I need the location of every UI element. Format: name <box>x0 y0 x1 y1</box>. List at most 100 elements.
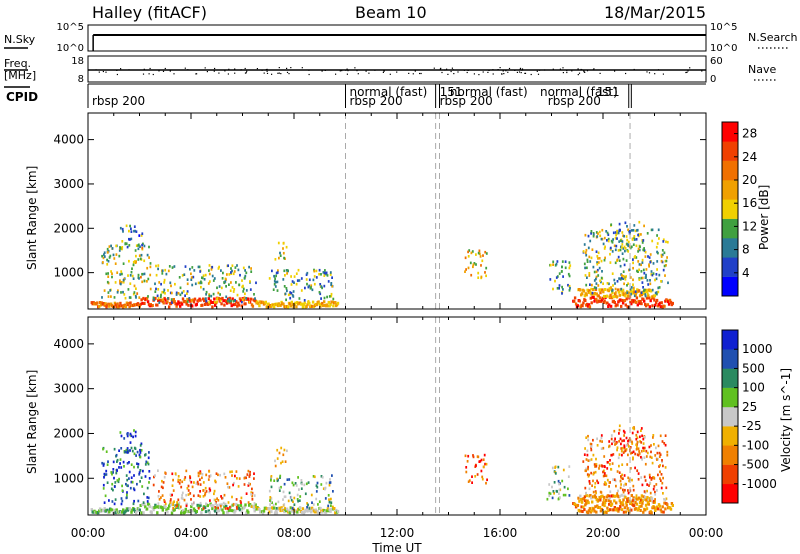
data-cell <box>609 508 612 512</box>
data-cell <box>620 442 622 446</box>
data-cell <box>585 436 588 439</box>
data-cell <box>642 286 644 289</box>
freq-tick-right-bottom: 0 <box>710 74 716 85</box>
data-cell <box>250 491 253 494</box>
data-cell <box>170 284 172 288</box>
data-cell <box>477 276 480 279</box>
data-cell <box>591 283 593 287</box>
cpid-entry: rbsp 200 <box>548 94 601 108</box>
nave-point <box>566 71 568 74</box>
data-cell <box>139 448 141 452</box>
data-cell <box>646 483 649 486</box>
data-cell <box>609 459 611 462</box>
data-cell <box>127 288 130 291</box>
data-cell <box>119 279 121 282</box>
data-cell <box>113 447 116 451</box>
data-cell <box>291 280 294 283</box>
data-cell <box>625 235 628 238</box>
data-cell <box>190 505 193 509</box>
data-cell <box>639 245 641 248</box>
data-cell <box>588 507 592 511</box>
nave-point <box>412 73 414 75</box>
nave-point <box>335 73 337 75</box>
data-cell <box>245 476 247 480</box>
nave-point <box>365 70 367 72</box>
data-cell <box>641 458 643 461</box>
data-cell <box>642 446 644 450</box>
data-cell <box>107 272 109 275</box>
data-cell <box>660 259 663 263</box>
x-axis-label: Time UT <box>371 541 422 554</box>
data-cell <box>183 510 186 514</box>
data-cell <box>603 465 606 468</box>
data-cell <box>160 496 162 499</box>
data-cell <box>191 266 194 269</box>
data-cell <box>255 507 258 511</box>
data-cell <box>224 507 227 510</box>
data-cell <box>175 293 178 296</box>
data-cell <box>597 481 600 485</box>
data-cell <box>207 297 210 301</box>
data-cell <box>265 305 268 309</box>
data-cell <box>151 304 154 307</box>
data-cell <box>331 284 333 288</box>
data-cell <box>114 511 117 515</box>
data-cell <box>153 475 155 479</box>
data-cell <box>584 495 586 499</box>
data-cell <box>284 274 286 277</box>
cpid-entry: normal (fast) <box>350 85 428 99</box>
nave-point <box>266 68 268 70</box>
data-cell <box>257 302 260 306</box>
data-cell <box>584 233 587 237</box>
data-cell <box>161 479 163 483</box>
data-cell <box>227 501 230 504</box>
data-cell <box>327 300 330 304</box>
data-cell <box>283 510 286 514</box>
data-cell <box>325 271 328 275</box>
data-cell <box>217 296 221 300</box>
data-cell <box>172 506 175 510</box>
data-cell <box>622 247 625 250</box>
data-cell <box>193 481 195 484</box>
data-cell <box>618 293 621 297</box>
data-cell <box>118 466 120 469</box>
data-cell <box>606 467 609 470</box>
data-cell <box>663 304 666 308</box>
data-cell <box>325 272 327 276</box>
data-cell <box>194 282 197 286</box>
data-cell <box>557 465 560 469</box>
data-cell <box>600 276 603 280</box>
data-cell <box>227 485 229 489</box>
data-cell <box>622 488 624 492</box>
nave-point <box>654 73 656 75</box>
data-cell <box>328 508 331 512</box>
data-cell <box>600 507 604 511</box>
velocity-data <box>90 424 674 515</box>
data-cell <box>621 501 624 505</box>
data-cell <box>244 292 246 296</box>
data-cell <box>665 259 668 263</box>
data-cell <box>573 503 577 506</box>
data-cell <box>624 449 627 452</box>
nave-point <box>290 67 292 69</box>
data-cell <box>620 304 623 308</box>
data-cell <box>605 482 608 486</box>
data-cell <box>653 294 656 298</box>
velocity-colorbar-tick-label: -500 <box>742 458 769 472</box>
data-cell <box>179 304 182 308</box>
freq-frame <box>87 55 707 83</box>
data-cell <box>116 479 119 482</box>
data-cell <box>317 511 320 515</box>
data-cell <box>628 510 631 514</box>
data-cell <box>623 434 625 437</box>
data-cell <box>205 293 207 296</box>
data-cell <box>301 507 305 511</box>
data-cell <box>601 228 604 232</box>
data-cell <box>551 466 554 470</box>
nave-point <box>128 69 130 71</box>
data-cell <box>635 238 638 241</box>
data-cell <box>210 294 213 298</box>
data-cell <box>231 474 233 477</box>
data-cell <box>645 449 648 453</box>
data-cell <box>134 430 137 434</box>
